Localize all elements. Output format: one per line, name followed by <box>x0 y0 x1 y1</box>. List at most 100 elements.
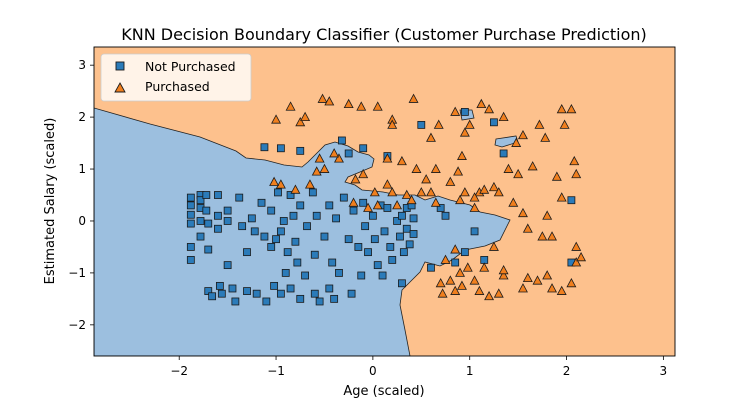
x-tick-label: 3 <box>660 364 668 378</box>
legend-label-not-purchased: Not Purchased <box>145 59 236 74</box>
point-purchased <box>426 132 436 142</box>
point-purchased <box>493 288 504 298</box>
point-not-purchased <box>470 227 479 236</box>
y-tick-label: 1 <box>78 162 86 176</box>
point-purchased <box>537 231 548 241</box>
point-purchased <box>319 163 330 173</box>
point-not-purchased <box>339 193 348 202</box>
point-not-purchased <box>312 211 321 220</box>
y-tick-label: −2 <box>68 318 86 332</box>
point-not-purchased <box>378 271 387 280</box>
point-purchased <box>271 114 282 124</box>
point-not-purchased <box>276 289 285 298</box>
point-not-purchased <box>214 191 222 199</box>
point-not-purchased <box>296 201 305 210</box>
point-not-purchased <box>262 297 271 306</box>
point-purchased <box>430 163 441 173</box>
point-purchased <box>456 280 467 290</box>
point-not-purchased <box>332 214 340 223</box>
point-not-purchased <box>274 188 282 197</box>
point-purchased <box>459 187 470 197</box>
point-purchased <box>513 168 524 179</box>
point-not-purchased <box>238 222 247 231</box>
point-purchased <box>290 184 301 194</box>
point-purchased <box>450 106 461 116</box>
point-purchased <box>459 127 470 137</box>
point-purchased <box>532 275 543 285</box>
point-purchased <box>324 96 335 106</box>
point-purchased <box>566 277 577 288</box>
point-not-purchased <box>186 201 195 210</box>
point-not-purchased <box>320 232 329 241</box>
point-not-purchased <box>303 222 311 231</box>
point-purchased <box>392 200 403 210</box>
point-not-purchased <box>388 256 397 264</box>
point-purchased <box>426 187 436 197</box>
point-purchased <box>576 251 587 262</box>
point-not-purchased <box>196 232 205 241</box>
point-purchased <box>411 163 422 173</box>
point-not-purchased <box>223 217 232 225</box>
point-not-purchased <box>380 227 389 236</box>
point-purchased <box>508 197 519 207</box>
point-not-purchased <box>202 206 211 215</box>
point-purchased <box>556 103 567 114</box>
plot-frame <box>93 46 676 357</box>
point-purchased <box>455 194 465 205</box>
point-purchased <box>372 200 383 210</box>
point-purchased <box>311 166 322 176</box>
point-purchased <box>387 119 398 129</box>
x-tick-label: −2 <box>170 364 188 378</box>
point-not-purchased <box>196 196 205 205</box>
point-not-purchased <box>499 149 508 158</box>
y-axis-label: Estimated Salary (scaled) <box>43 118 58 285</box>
point-not-purchased <box>291 237 300 246</box>
point-purchased <box>453 166 464 176</box>
point-not-purchased <box>186 210 195 219</box>
point-not-purchased <box>409 214 418 223</box>
point-purchased <box>329 148 340 158</box>
point-not-purchased <box>359 198 368 207</box>
point-purchased <box>469 192 480 202</box>
point-purchased <box>462 262 473 272</box>
point-purchased <box>455 267 465 277</box>
point-not-purchased <box>357 271 366 280</box>
point-not-purchased <box>202 191 211 199</box>
point-not-purchased <box>344 235 353 244</box>
point-not-purchased <box>235 193 244 202</box>
point-not-purchased <box>260 232 269 241</box>
point-not-purchased <box>286 284 295 293</box>
point-not-purchased <box>335 269 343 277</box>
point-purchased <box>421 174 432 184</box>
point-purchased <box>440 254 451 264</box>
point-purchased <box>527 161 538 171</box>
point-not-purchased <box>405 240 414 249</box>
point-not-purchased <box>296 294 305 303</box>
point-not-purchased <box>393 217 401 225</box>
point-purchased <box>406 194 417 205</box>
point-not-purchased <box>215 281 224 290</box>
point-purchased <box>387 187 398 197</box>
point-not-purchased <box>204 245 213 254</box>
point-not-purchased <box>293 258 302 267</box>
point-purchased <box>540 132 551 142</box>
point-not-purchased <box>349 206 358 215</box>
y-tick-label: 3 <box>78 58 86 72</box>
x-tick-label: −1 <box>267 364 285 378</box>
legend: Not Purchased Purchased <box>100 53 252 102</box>
point-purchased <box>343 98 354 109</box>
point-not-purchased <box>223 261 232 270</box>
point-purchased <box>479 184 490 194</box>
point-not-purchased <box>427 263 435 272</box>
point-not-purchased <box>250 227 259 236</box>
x-axis-ticks: −2 −1 0 1 2 3 <box>170 356 667 378</box>
point-purchased <box>518 283 528 293</box>
point-purchased <box>534 119 545 129</box>
point-purchased <box>542 210 553 220</box>
point-not-purchased <box>451 258 460 267</box>
point-purchased <box>408 93 419 103</box>
x-tick-label: 1 <box>466 364 474 378</box>
point-not-purchased <box>370 235 379 244</box>
point-purchased <box>503 163 514 173</box>
